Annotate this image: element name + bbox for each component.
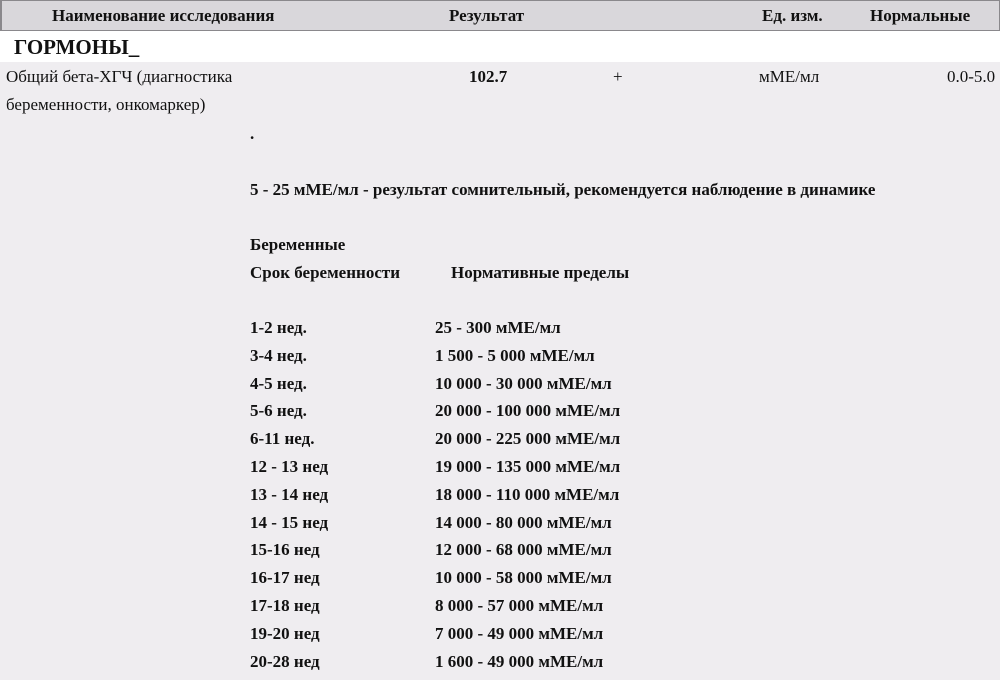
- term-cell: 4-5 нед.: [250, 373, 307, 393]
- term-cell: 12 - 13 нед: [250, 457, 329, 476]
- range-cell: 8 000 - 57 000 мМЕ/мл: [435, 596, 604, 615]
- range-cell: 20 000 - 225 000 мМЕ/мл: [435, 429, 621, 449]
- term-cell: 17-18 нед: [250, 596, 320, 615]
- limits-column-header: Нормативные пределы: [451, 263, 630, 282]
- range-cell: 12 000 - 68 000 мМЕ/мл: [435, 540, 612, 560]
- comment-dot: .: [250, 124, 255, 143]
- header-result-column: Результат: [449, 6, 525, 25]
- term-cell: 16-17 нед: [250, 568, 320, 588]
- test-name-line1: Общий бета-ХГЧ (диагностика: [6, 67, 233, 86]
- test-result: 102.7: [469, 67, 508, 86]
- pregnant-title: Беременные: [250, 235, 346, 254]
- range-cell: 10 000 - 30 000 мМЕ/мл: [435, 373, 612, 393]
- doubtful-note: 5 - 25 мМЕ/мл - результат сомнительный, …: [250, 180, 876, 199]
- header-unit-column: Ед. изм.: [762, 6, 823, 25]
- term-cell: 13 - 14 нед: [250, 484, 329, 504]
- table-header: Наименование исследования Результат Ед. …: [0, 0, 1000, 31]
- term-cell: 15-16 нед: [250, 540, 320, 560]
- term-cell: 3-4 нед.: [250, 345, 307, 365]
- term-cell: 5-6 нед.: [250, 401, 307, 421]
- test-flag: +: [613, 67, 623, 86]
- test-name-line2: беременности, онкомаркер): [6, 95, 206, 114]
- range-cell: 25 - 300 мМЕ/мл: [435, 318, 561, 337]
- range-cell: 14 000 - 80 000 мМЕ/мл: [435, 512, 612, 532]
- term-column-header: Срок беременности: [250, 263, 401, 282]
- term-cell: 1-2 нед.: [250, 318, 307, 337]
- header-name-column: Наименование исследования: [52, 6, 275, 25]
- term-cell: 19-20 нед: [250, 623, 320, 643]
- test-unit: мМЕ/мл: [759, 67, 820, 86]
- section-header: ГОРМОНЫ_: [0, 31, 1000, 62]
- range-cell: 18 000 - 110 000 мМЕ/мл: [435, 484, 620, 504]
- range-cell: 7 000 - 49 000 мМЕ/мл: [435, 623, 604, 643]
- section-title: ГОРМОНЫ_: [14, 35, 140, 59]
- range-cell: 10 000 - 58 000 мМЕ/мл: [435, 568, 612, 588]
- header-norm-column: Нормальные: [870, 6, 971, 25]
- test-norm: 0.0-5.0: [947, 67, 996, 86]
- term-cell: 6-11 нед.: [250, 429, 315, 449]
- term-cell: 14 - 15 нед: [250, 512, 329, 532]
- range-cell: 19 000 - 135 000 мМЕ/мл: [435, 457, 621, 476]
- range-cell: 20 000 - 100 000 мМЕ/мл: [435, 401, 621, 421]
- range-cell: 1 500 - 5 000 мМЕ/мл: [435, 345, 595, 365]
